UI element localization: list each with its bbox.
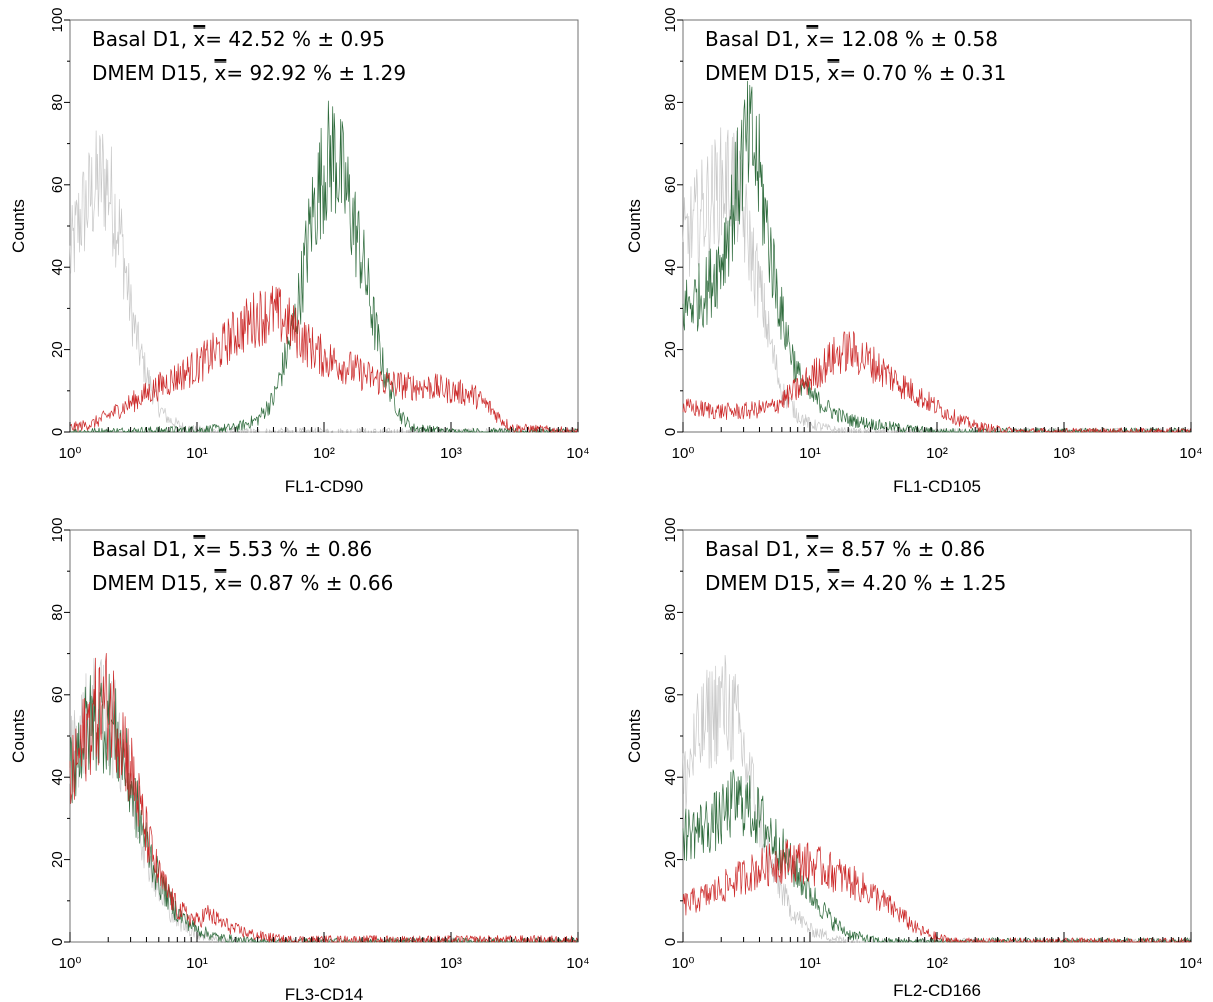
y-tick-label: 60 [662,686,679,703]
x-tick-label: 10⁰ [672,955,695,972]
annotation-line-1: Basal D1, x= 42.52 % ± 0.95 [92,27,385,51]
x-axis-title: FL3-CD14 [285,985,363,1002]
y-axis-title: Counts [625,709,644,763]
histogram-panel-3: 10⁰ 10¹ 10² 10³ 10⁴ 0 20 40 60 80 100 FL3-CD14 Count… [9,517,590,1002]
y-tick-label: 0 [662,938,679,946]
x-tick-label: 10⁴ [1179,445,1202,462]
x-tick-label: 10⁰ [59,445,82,462]
histogram-series-isotype [682,127,1192,433]
histogram-series-isotype [69,657,579,943]
x-tick-label: 10³ [440,955,462,972]
y-axis-title: Counts [9,199,28,253]
annotation-line-2: DMEM D15, x= 0.70 % ± 0.31 [705,61,1006,85]
x-tick-label: 10⁴ [566,445,589,462]
x-tick-label: 10² [926,955,948,972]
x-tick-label: 10² [313,955,335,972]
annotation-line-1: Basal D1, x= 8.57 % ± 0.86 [705,537,985,561]
annotation-line-1: Basal D1, x= 5.53 % ± 0.86 [92,537,372,561]
y-tick-label: 0 [49,938,66,946]
histogram-panel-4: 10⁰ 10¹ 10² 10³ 10⁴ 0 20 40 60 80 100 FL2-CD166 Coun… [625,517,1203,1000]
y-tick-label: 60 [662,176,679,193]
y-tick-label: 20 [49,851,66,868]
y-axis-title: Counts [9,709,28,763]
y-tick-label: 0 [662,428,679,436]
y-tick-label: 80 [662,604,679,621]
x-tick-label: 10⁴ [1179,955,1202,972]
y-tick-label: 40 [662,769,679,786]
y-tick-label: 20 [662,341,679,358]
x-axis-title: FL2-CD166 [893,981,981,1000]
histogram-series-basal [682,839,1192,943]
x-axis-title: FL1-CD90 [285,477,363,496]
y-tick-label: 60 [49,176,66,193]
x-tick-label: 10¹ [799,445,821,462]
y-tick-label: 40 [49,769,66,786]
x-tick-label: 10⁴ [566,955,589,972]
histogram-panel-1: 10⁰ 10¹ 10² 10³ 10⁴ 0 20 40 60 80 100 FL1-CD90 Count… [9,7,590,496]
y-tick-label: 20 [49,341,66,358]
annotation-line-2: DMEM D15, x= 4.20 % ± 1.25 [705,571,1006,595]
x-tick-label: 10¹ [799,955,821,972]
histogram-series-isotype [682,655,1191,943]
x-tick-label: 10¹ [186,955,208,972]
y-tick-label: 100 [49,517,66,542]
x-tick-label: 10¹ [186,445,208,462]
histogram-series-basal [682,331,1192,433]
y-tick-label: 20 [662,851,679,868]
y-tick-label: 60 [49,686,66,703]
y-tick-label: 100 [662,517,679,542]
x-axis-title: FL1-CD105 [893,477,981,496]
y-tick-label: 100 [662,7,679,32]
x-tick-label: 10³ [1053,445,1075,462]
histogram-panel-2: 10⁰ 10¹ 10² 10³ 10⁴ 0 20 40 60 80 100 FL1-CD105 Coun… [625,7,1203,496]
histogram-series-dmem [682,80,1192,433]
histogram-series-basal [69,285,579,433]
x-tick-label: 10⁰ [672,445,695,462]
y-tick-label: 40 [662,259,679,276]
y-tick-label: 80 [49,604,66,621]
y-tick-label: 80 [662,94,679,111]
y-axis-title: Counts [625,199,644,253]
annotation-line-2: DMEM D15, x= 0.87 % ± 0.66 [92,571,393,595]
x-tick-label: 10² [926,445,948,462]
x-tick-label: 10³ [1053,955,1075,972]
y-tick-label: 80 [49,94,66,111]
annotation-line-2: DMEM D15, x= 92.92 % ± 1.29 [92,61,406,85]
histogram-series-basal [69,652,579,943]
histogram-series-dmem [70,100,579,433]
y-tick-label: 40 [49,259,66,276]
x-tick-label: 10⁰ [59,955,82,972]
x-tick-label: 10² [313,445,335,462]
y-tick-label: 100 [49,7,66,32]
x-tick-label: 10³ [440,445,462,462]
y-tick-label: 0 [49,428,66,436]
annotation-line-1: Basal D1, x= 12.08 % ± 0.58 [705,27,998,51]
